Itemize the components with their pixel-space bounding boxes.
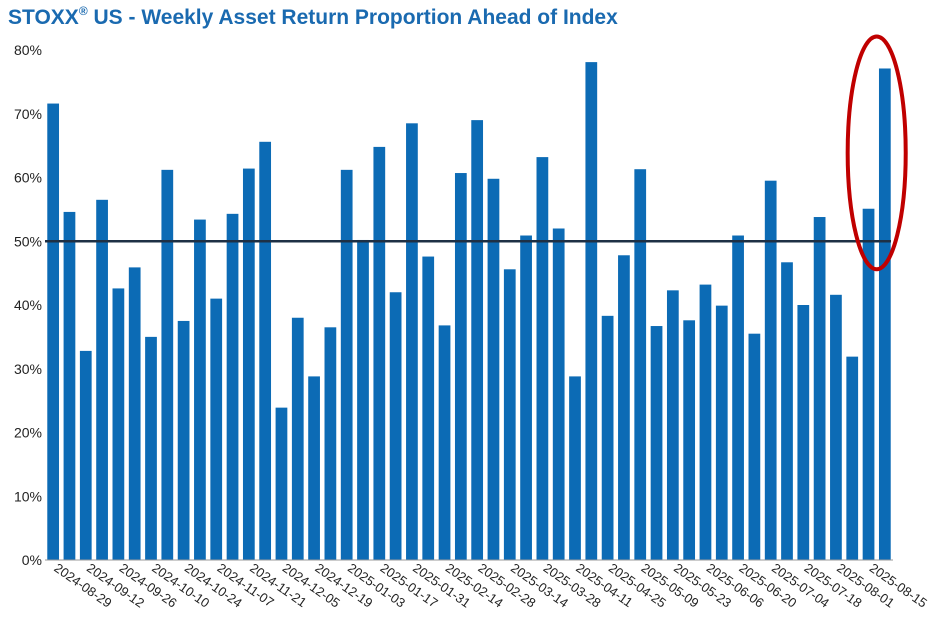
bar — [830, 294, 842, 560]
bar — [862, 208, 875, 561]
bar — [601, 315, 614, 560]
bar — [715, 305, 728, 560]
bar — [210, 298, 223, 560]
bar — [634, 169, 647, 560]
title-brand: STOXX — [8, 6, 79, 29]
bar — [520, 235, 532, 560]
bar — [373, 146, 386, 560]
bar — [748, 333, 761, 560]
bar — [487, 178, 500, 560]
bar — [79, 350, 92, 560]
bar — [438, 325, 451, 560]
bar — [585, 62, 598, 561]
bar — [47, 103, 60, 561]
bar — [357, 239, 369, 560]
bars — [47, 62, 891, 561]
title-rest: US - Weekly Asset Return Proportion Ahea… — [87, 6, 618, 29]
bar — [846, 356, 859, 560]
bar — [552, 228, 565, 560]
bar — [406, 123, 418, 560]
reference-line-group — [45, 240, 893, 561]
bar — [650, 326, 663, 560]
bar — [63, 211, 76, 561]
bar — [161, 169, 174, 560]
bar — [781, 262, 793, 560]
title-registered-mark: ® — [78, 4, 88, 18]
bar — [797, 305, 810, 560]
bar — [569, 376, 581, 560]
bar — [389, 292, 402, 560]
y-tick-label: 70% — [14, 106, 42, 122]
bar — [503, 269, 516, 560]
y-tick-label: 60% — [14, 170, 42, 186]
bar — [732, 235, 744, 560]
chart-title: STOXX® US - Weekly Asset Return Proporti… — [8, 4, 618, 30]
bar — [699, 284, 712, 560]
bar — [324, 327, 337, 560]
y-tick-label: 80% — [14, 42, 42, 58]
bar — [112, 288, 125, 560]
bar — [454, 173, 467, 560]
annotation-group — [845, 34, 908, 272]
bar — [96, 199, 108, 560]
bar — [618, 255, 630, 560]
bar — [308, 376, 320, 560]
bar — [813, 217, 826, 560]
bar — [666, 290, 679, 560]
y-tick-label: 30% — [14, 361, 42, 377]
y-tick-label: 20% — [14, 425, 42, 441]
y-tick-label: 40% — [14, 297, 42, 313]
bar — [878, 68, 891, 561]
bar — [683, 320, 696, 560]
bar — [226, 213, 239, 560]
bar — [422, 256, 435, 560]
bar — [128, 267, 141, 560]
bar — [145, 336, 157, 560]
bar — [259, 141, 272, 561]
y-tick-label: 0% — [22, 552, 42, 568]
bar — [242, 168, 255, 560]
bar — [275, 407, 288, 560]
x-axis: 2024-08-292024-09-122024-09-262024-10-10… — [51, 560, 929, 610]
y-tick-label: 10% — [14, 488, 42, 504]
y-axis: 0% 10% 20% 30% 40% 50% 60% 70% 80% — [14, 42, 42, 568]
bar — [764, 180, 777, 560]
y-tick-label: 50% — [14, 233, 42, 249]
bar — [536, 157, 549, 560]
bar — [471, 120, 484, 560]
bar — [291, 317, 304, 560]
bar — [340, 169, 353, 560]
bar — [177, 320, 190, 560]
highlight-ellipse — [845, 34, 908, 272]
bar — [194, 219, 206, 560]
